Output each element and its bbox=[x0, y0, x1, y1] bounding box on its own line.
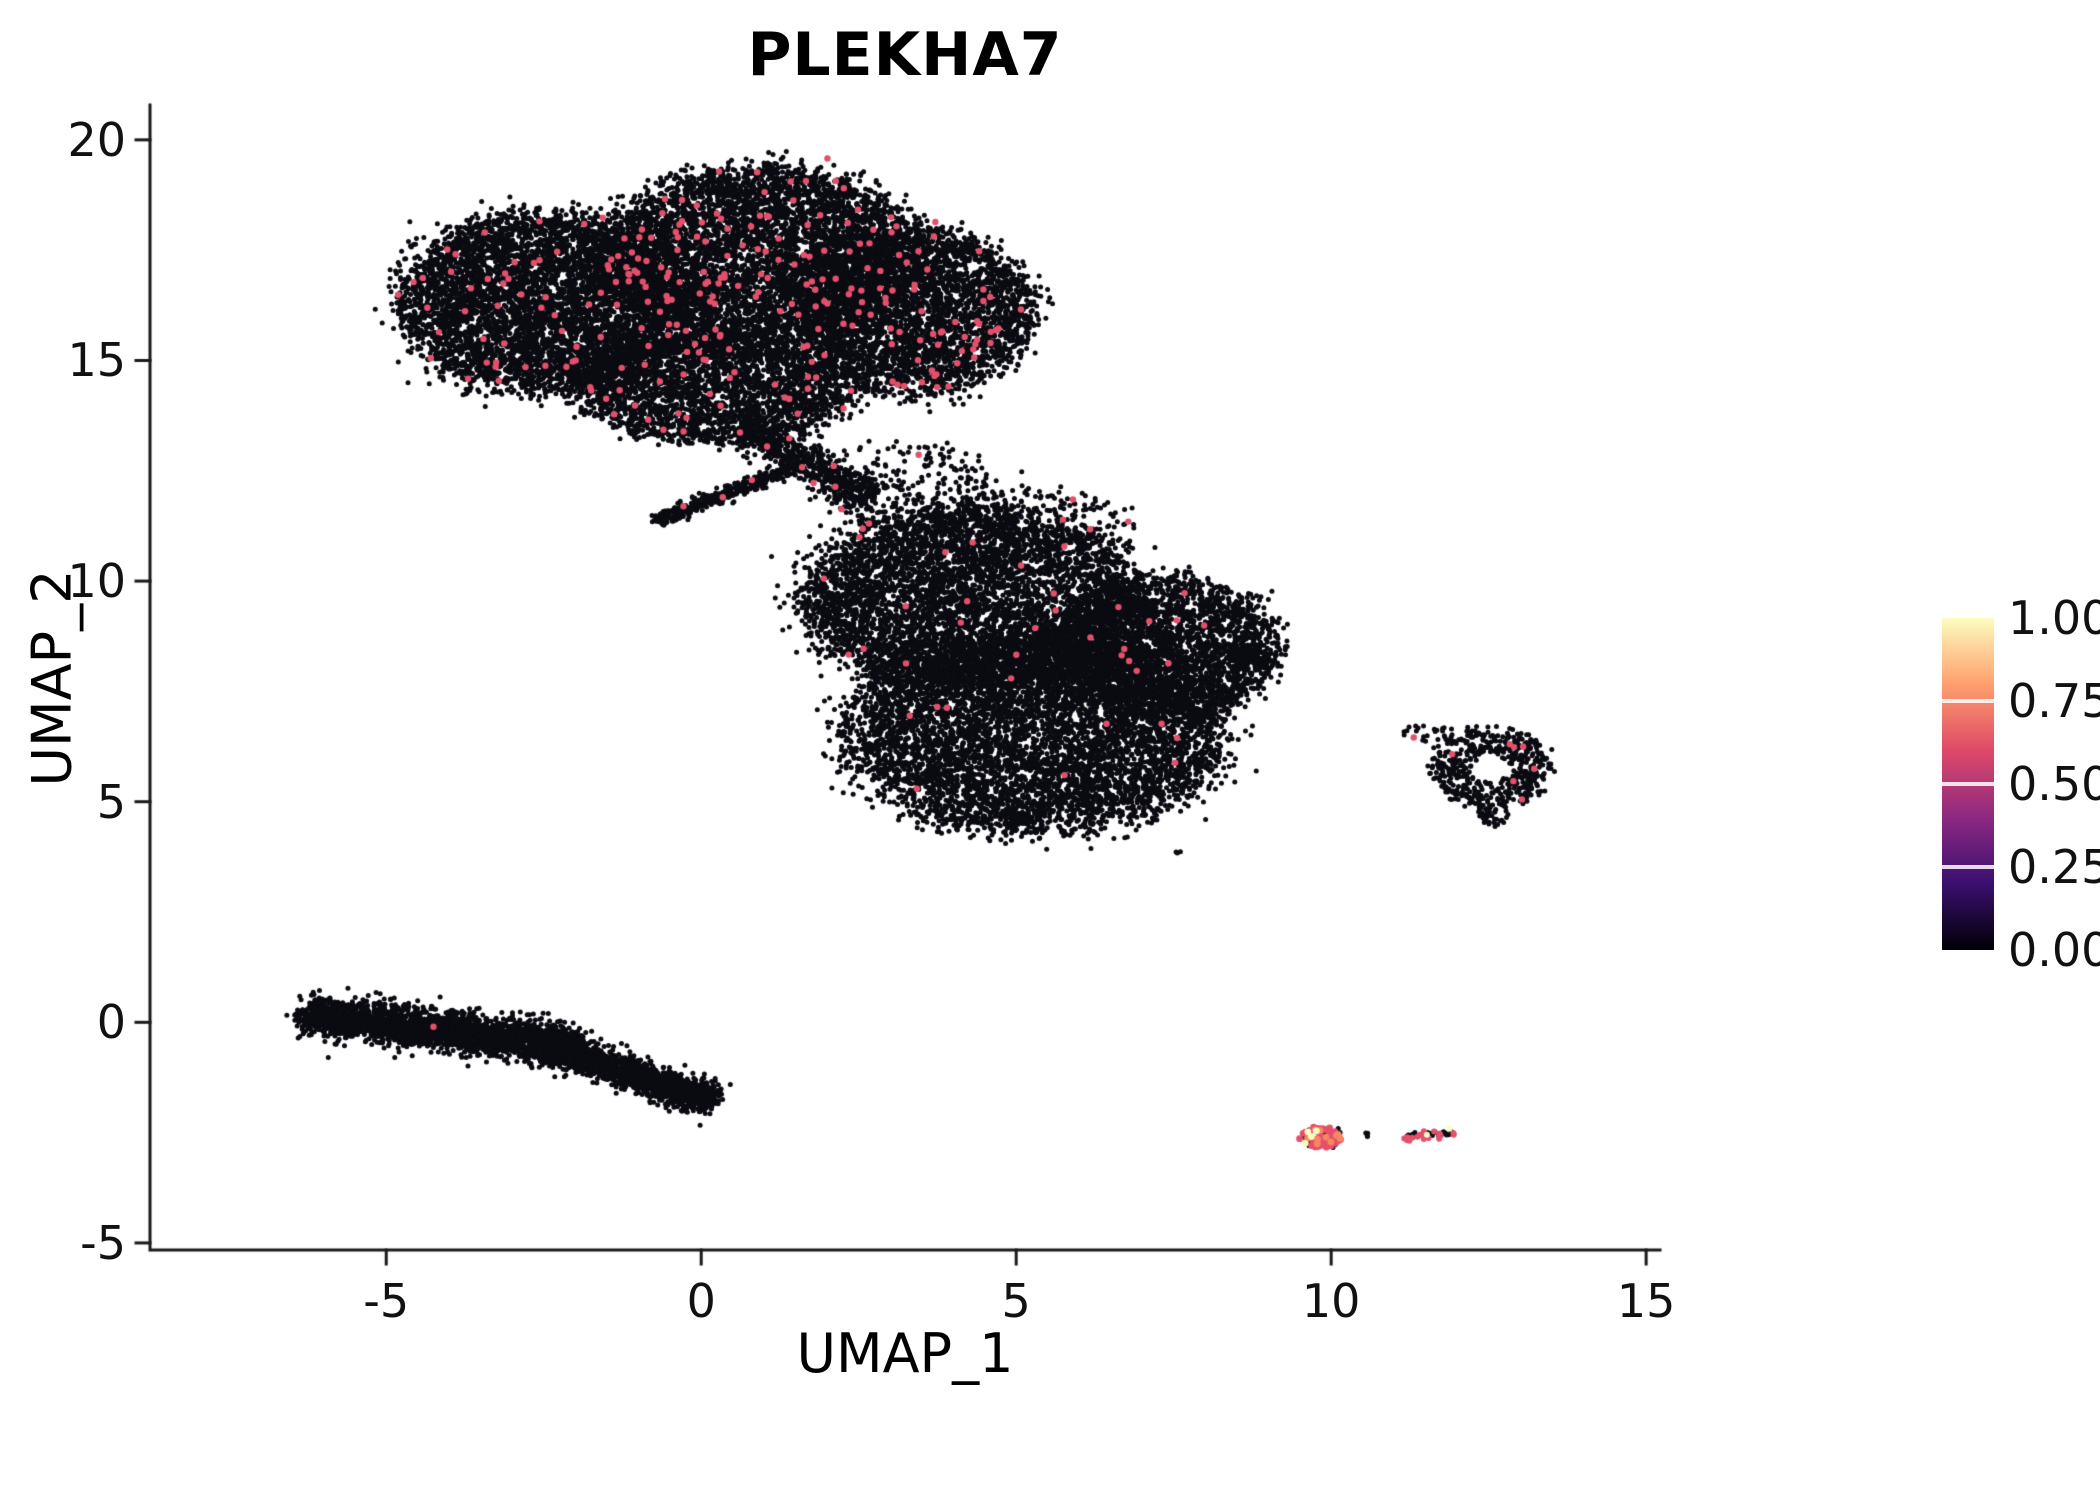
plot-title: PLEKHA7 bbox=[747, 20, 1063, 90]
colorbar-tick bbox=[1942, 782, 1994, 786]
colorbar-tick bbox=[1942, 865, 1994, 869]
y-tick-label: 0 bbox=[96, 995, 126, 1050]
x-tick-label: 15 bbox=[1616, 1274, 1676, 1328]
y-tick-label: 15 bbox=[67, 333, 126, 388]
y-tick-label: -5 bbox=[80, 1215, 126, 1270]
x-tick-label: 5 bbox=[1001, 1274, 1031, 1328]
y-tick-label: 10 bbox=[67, 554, 126, 609]
x-axis-title: UMAP_1 bbox=[796, 1322, 1014, 1385]
legend-tick-label: 0.00 bbox=[2008, 923, 2100, 977]
legend-tick-label: 0.25 bbox=[2008, 840, 2100, 894]
legend-tick-label: 0.50 bbox=[2008, 757, 2100, 811]
legend-tick-label: 0.75 bbox=[2008, 674, 2100, 728]
legend-tick-label: 1.00 bbox=[2008, 591, 2100, 645]
y-tick-label: 5 bbox=[96, 774, 126, 829]
colorbar-tick bbox=[1942, 699, 1994, 703]
x-tick-label: 0 bbox=[686, 1274, 716, 1328]
y-tick-label: 20 bbox=[67, 112, 126, 167]
x-tick-label: 10 bbox=[1301, 1274, 1361, 1328]
x-tick-label: -5 bbox=[363, 1274, 410, 1328]
